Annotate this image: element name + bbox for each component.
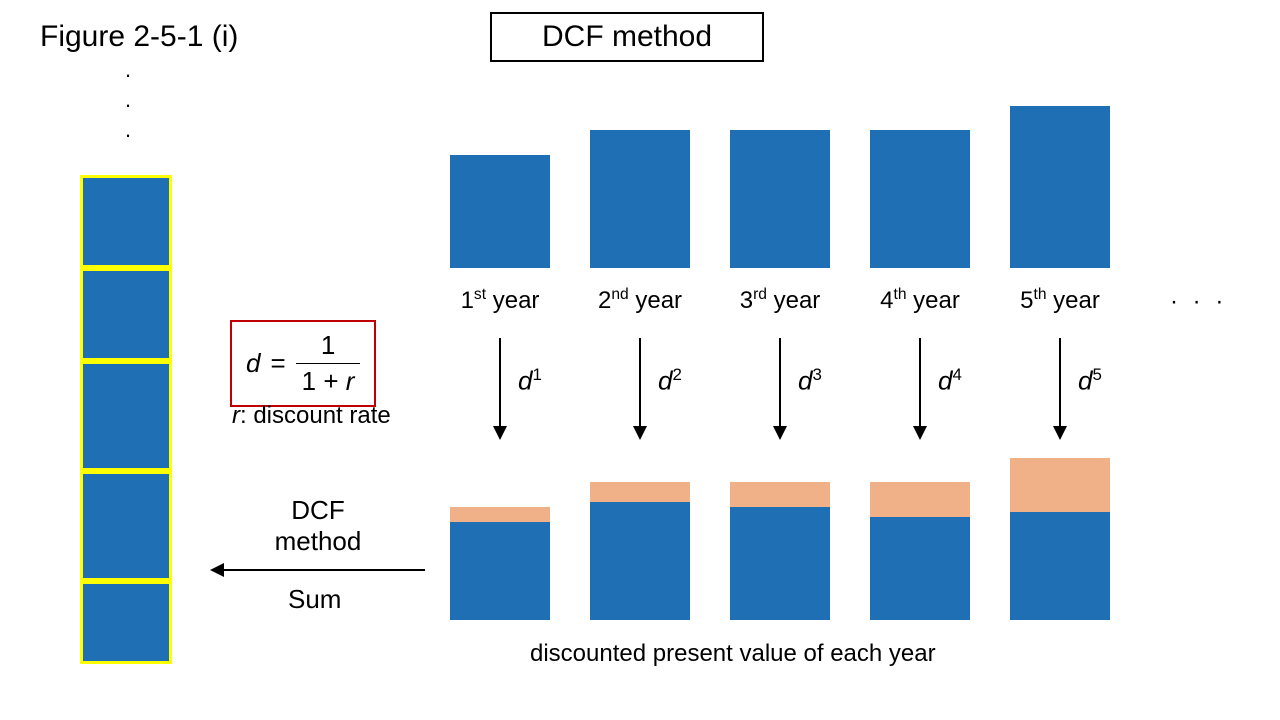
discount-arrow-2 (630, 338, 650, 440)
year-label-5: 5th year (1010, 286, 1110, 315)
pv-bar-orange-year-4 (870, 482, 970, 517)
discount-factor-label-4: d4 (938, 365, 962, 397)
cashflow-bar-year-2 (590, 130, 690, 268)
vertical-ellipsis: · · · (118, 68, 138, 142)
discount-formula: d = 1 1 + r (230, 320, 376, 407)
pv-bar-orange-year-5 (1010, 458, 1110, 512)
cashflow-bar-year-4 (870, 130, 970, 268)
title-box: DCF method (490, 12, 764, 62)
dcf-method-label: DCF method (248, 495, 388, 557)
pv-bar-orange-year-1 (450, 507, 550, 522)
pv-bar-blue-year-2 (590, 502, 690, 620)
year-ellipsis: · · · (1170, 288, 1227, 316)
bottom-caption: discounted present value of each year (530, 640, 936, 668)
year-label-1: 1st year (450, 286, 550, 315)
year-label-2: 2nd year (590, 286, 690, 315)
pv-bar-blue-year-1 (450, 522, 550, 620)
year-label-3: 3rd year (730, 286, 830, 315)
discount-arrow-1 (490, 338, 510, 440)
discount-arrow-3 (770, 338, 790, 440)
pv-bar-blue-year-3 (730, 507, 830, 620)
pv-bar-orange-year-3 (730, 482, 830, 507)
sum-stack (80, 175, 172, 664)
cashflow-bar-year-5 (1010, 106, 1110, 268)
discount-arrow-4 (910, 338, 930, 440)
pv-bar-orange-year-2 (590, 482, 690, 502)
cashflow-bar-year-3 (730, 130, 830, 268)
sum-label: Sum (288, 584, 341, 615)
year-label-4: 4th year (870, 286, 970, 315)
sum-stack-segment (80, 268, 172, 361)
discount-arrow-5 (1050, 338, 1070, 440)
sum-stack-segment (80, 175, 172, 268)
discount-factor-label-5: d5 (1078, 365, 1102, 397)
cashflow-bar-year-1 (450, 155, 550, 268)
figure-label: Figure 2-5-1 (i) (40, 20, 238, 54)
discount-factor-label-2: d2 (658, 365, 682, 397)
sum-stack-segment (80, 581, 172, 664)
sum-stack-segment (80, 471, 172, 581)
rate-label: r: discount rate (232, 402, 391, 430)
pv-bar-blue-year-4 (870, 517, 970, 620)
sum-arrow (210, 558, 435, 582)
sum-stack-segment (80, 361, 172, 471)
pv-bar-blue-year-5 (1010, 512, 1110, 620)
discount-factor-label-1: d1 (518, 365, 542, 397)
discount-factor-label-3: d3 (798, 365, 822, 397)
